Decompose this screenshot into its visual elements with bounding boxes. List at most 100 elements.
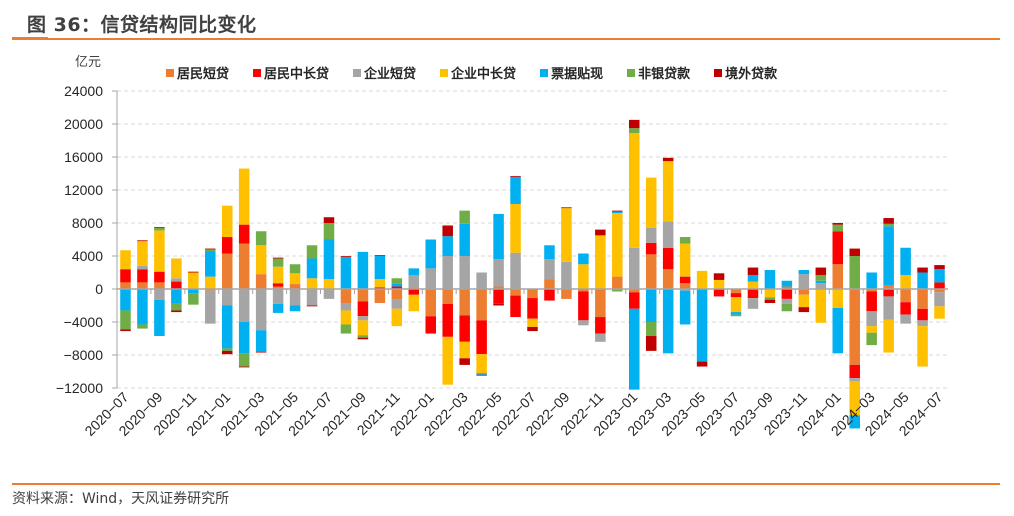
bar-segment (578, 264, 589, 289)
y-tick-label: 8000 (72, 215, 103, 231)
bar-segment (272, 303, 284, 313)
bar-segment (154, 299, 165, 337)
bar-segment (425, 239, 437, 269)
bar-segment (510, 175, 521, 177)
bar-segment (900, 302, 911, 315)
bar-segment (171, 303, 182, 311)
bar-segment (205, 289, 216, 291)
bar-segment (137, 282, 148, 289)
bar-segment (628, 289, 640, 293)
legend-swatch (540, 68, 549, 77)
bar-segment (561, 289, 572, 299)
y-tick-label: −12000 (56, 380, 103, 396)
bar-segment (221, 350, 233, 355)
bar-segment (883, 296, 894, 320)
bar-segment (612, 289, 623, 292)
bar-segment (510, 289, 521, 296)
stacked-bar-chart: −12000 −8000 −4000 0 4000 8000 12000 16000 20000… (56, 83, 948, 439)
bar-segment (645, 322, 657, 337)
bar-segment (205, 249, 216, 252)
bar-segment (188, 289, 199, 294)
bar-segment (459, 358, 470, 365)
legend-swatch (714, 68, 723, 77)
bar-segment (476, 289, 487, 321)
bar-segment (849, 248, 860, 256)
bar-segment (408, 287, 420, 289)
legend-label: 境外贷款 (725, 67, 778, 82)
bar-segment (883, 289, 894, 297)
bar-segment (798, 270, 810, 275)
bar-segment (255, 330, 267, 352)
bar-segment (340, 324, 352, 334)
bar-segment (425, 316, 437, 334)
bar-segment (306, 289, 318, 306)
bar-segment (578, 291, 589, 321)
legend-label: 居民中长贷 (264, 67, 330, 82)
bar-segment (188, 293, 199, 305)
bar-segment (340, 256, 352, 289)
y-tick-label: 16000 (64, 149, 103, 165)
bar-segment (815, 283, 827, 289)
bar-segment (442, 236, 453, 256)
bar-segment (221, 205, 233, 238)
bar-segment (544, 245, 555, 260)
bar-segment (815, 280, 827, 284)
bar-segment (662, 289, 674, 354)
bar-segment (544, 259, 555, 280)
bar-segment (934, 265, 945, 270)
bar-segment (747, 274, 759, 282)
bar-segment (900, 289, 911, 303)
bar-segment (205, 251, 216, 277)
bar-segment (154, 230, 165, 272)
bar-segment (459, 210, 470, 224)
bar-segment (764, 270, 776, 289)
bar-segment (628, 292, 640, 309)
bar-segment (442, 336, 453, 385)
bar-segment (730, 297, 742, 313)
bar-segment (713, 279, 725, 289)
bar-segment (612, 211, 623, 214)
bar-segment (306, 245, 318, 259)
bar-segment (493, 213, 504, 260)
bar-segment (662, 161, 674, 222)
bar-segment (662, 247, 674, 270)
bar-segment (628, 128, 640, 134)
bar-segment (357, 301, 369, 317)
legend-label: 非银贷款 (638, 67, 691, 82)
legend-swatch (253, 68, 262, 77)
bar-segment (493, 289, 504, 304)
bar-segment (595, 289, 606, 318)
bar-segment (408, 268, 420, 275)
bar-segment (323, 217, 335, 223)
bar-segment (832, 307, 844, 354)
bar-segment (917, 272, 928, 289)
bar-segment (527, 289, 538, 299)
bar-segment (374, 279, 386, 288)
bar-segment (679, 290, 691, 325)
bar-segment (205, 276, 216, 289)
bar-segment (442, 303, 453, 337)
bar-segment (544, 279, 555, 289)
bar-segment (205, 290, 216, 324)
bar-segment (527, 318, 538, 327)
bar-segment (527, 326, 538, 332)
bar-segment (781, 286, 793, 289)
bar-segment (154, 227, 165, 231)
bar-segment (137, 289, 148, 325)
bar-segment (815, 289, 827, 323)
bar-segment (544, 289, 555, 301)
bar-segment (866, 332, 877, 346)
bar-segment (391, 283, 403, 287)
bar-segment (934, 289, 945, 293)
legend-swatch (627, 68, 636, 77)
bar-segment (849, 289, 860, 365)
bar-segment (289, 264, 301, 274)
bar-segment (764, 289, 776, 298)
bar-segment (120, 250, 131, 270)
bar-segment (391, 308, 403, 327)
bar-segment (340, 310, 352, 325)
bar-segment (866, 289, 877, 292)
bar-segment (137, 269, 148, 283)
bar-segment (374, 287, 386, 289)
bar-segment (662, 221, 674, 248)
